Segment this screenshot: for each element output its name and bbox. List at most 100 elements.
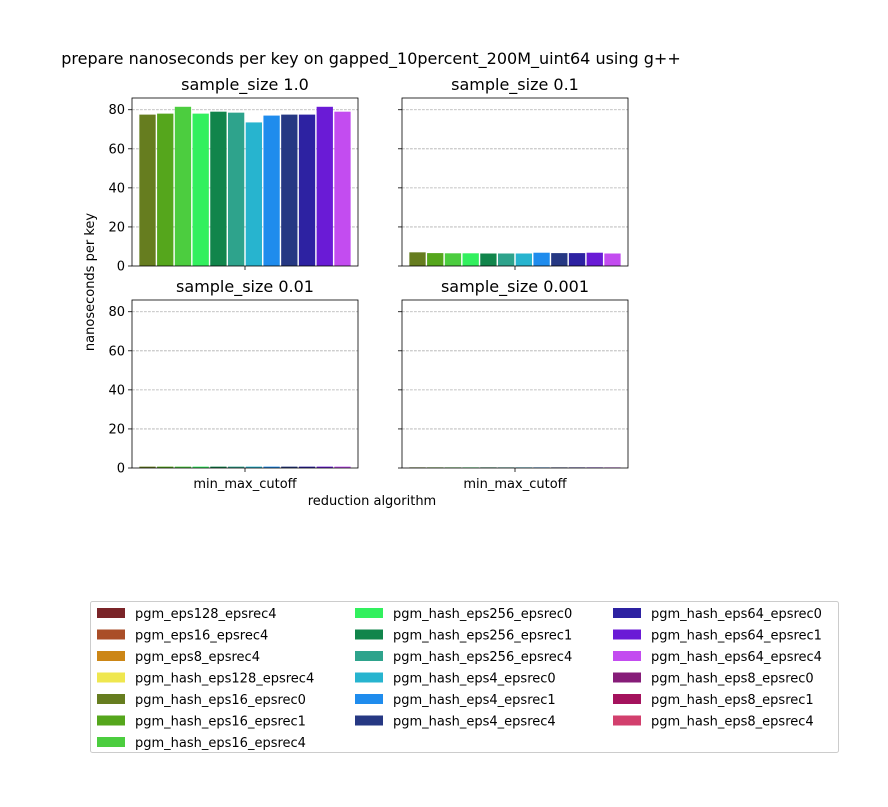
bar	[139, 466, 156, 468]
bar	[298, 466, 316, 468]
legend-item: pgm_hash_eps64_epsrec0	[613, 607, 822, 622]
legend-label: pgm_hash_eps4_epsrec0	[393, 672, 556, 687]
legend-label: pgm_hash_eps256_epsrec0	[393, 607, 572, 622]
bar	[174, 106, 192, 266]
y-tick-label: 60	[108, 344, 125, 359]
legend-item: pgm_hash_eps64_epsrec1	[613, 629, 822, 644]
legend-swatch	[97, 651, 125, 661]
legend-item: pgm_hash_eps4_epsrec4	[355, 715, 556, 730]
bar	[334, 466, 351, 468]
bar	[533, 252, 550, 266]
bar	[568, 253, 586, 266]
legend-swatch	[613, 715, 641, 726]
bar	[157, 466, 174, 468]
figure-title: prepare nanoseconds per key on gapped_10…	[61, 49, 680, 69]
legend-frame	[90, 601, 839, 753]
y-tick-label: 40	[108, 181, 125, 196]
bar	[551, 253, 568, 266]
bar	[586, 252, 603, 266]
bar	[462, 253, 479, 266]
bar	[192, 113, 209, 267]
bar	[316, 466, 333, 468]
legend-swatch	[97, 629, 125, 640]
legend-swatch	[613, 629, 641, 640]
subplot-title: sample_size 0.001	[441, 277, 589, 297]
legend-item: pgm_hash_eps256_epsrec1	[355, 629, 572, 644]
bar	[192, 466, 209, 468]
bar	[227, 466, 245, 468]
legend-item: pgm_hash_eps128_epsrec4	[97, 672, 314, 687]
bar	[281, 114, 298, 267]
legend-swatch	[97, 672, 125, 683]
legend-label: pgm_hash_eps4_epsrec4	[393, 715, 556, 730]
bar	[245, 122, 263, 266]
subplot-4: min_max_cutoff sample_size 0.001	[398, 277, 629, 492]
subplot-title: sample_size 0.1	[451, 75, 579, 95]
legend-label: pgm_hash_eps64_epsrec1	[651, 629, 822, 644]
bar	[497, 253, 515, 266]
legend-label: pgm_hash_eps4_epsrec1	[393, 693, 556, 708]
legend-swatch	[97, 694, 125, 704]
legend-swatch	[355, 715, 383, 726]
bar	[263, 115, 280, 267]
legend-label: pgm_hash_eps64_epsrec0	[651, 607, 822, 622]
legend-label: pgm_hash_eps8_epsrec1	[651, 693, 814, 708]
subplot-1: 0 20 40 60 80 sample_size 1.0	[108, 75, 359, 275]
bar	[281, 466, 298, 468]
legend-label: pgm_eps8_epsrec4	[135, 650, 260, 665]
bar	[316, 106, 333, 266]
legend-swatch	[613, 672, 641, 683]
legend-label: pgm_hash_eps64_epsrec4	[651, 650, 822, 665]
y-tick-label: 60	[108, 142, 125, 157]
bar	[515, 253, 533, 266]
subplot-2: sample_size 0.1	[398, 75, 629, 270]
legend-item: pgm_eps128_epsrec4	[97, 607, 277, 622]
legend-swatch	[613, 694, 641, 704]
bar	[604, 253, 621, 266]
legend-item: pgm_eps8_epsrec4	[97, 650, 260, 665]
legend-swatch	[355, 694, 383, 704]
bar	[210, 111, 227, 267]
legend-label: pgm_hash_eps256_epsrec4	[393, 650, 572, 665]
legend-swatch	[355, 651, 383, 661]
legend-label: pgm_hash_eps256_epsrec1	[393, 629, 572, 644]
bar	[245, 466, 263, 468]
subplot-title: sample_size 1.0	[181, 75, 309, 95]
x-axis-label: reduction algorithm	[308, 494, 436, 509]
plot-frame	[401, 299, 629, 469]
subplot-title: sample_size 0.01	[176, 277, 314, 297]
bar	[298, 114, 316, 267]
y-tick-label: 80	[108, 305, 125, 320]
legend-item: pgm_hash_eps8_epsrec4	[613, 715, 814, 730]
plot-frame	[131, 299, 359, 469]
x-tick-label: min_max_cutoff	[463, 477, 567, 492]
legend-item: pgm_hash_eps64_epsrec4	[613, 650, 822, 665]
y-tick-label: 80	[108, 103, 125, 118]
legend-label: pgm_hash_eps16_epsrec1	[135, 715, 306, 730]
legend-item: pgm_eps16_epsrec4	[97, 629, 268, 644]
legend-item: pgm_hash_eps8_epsrec1	[613, 693, 814, 708]
legend-swatch	[355, 672, 383, 683]
legend-item: pgm_hash_eps16_epsrec0	[97, 693, 306, 708]
legend-item: pgm_hash_eps256_epsrec4	[355, 650, 572, 665]
x-tick-label: min_max_cutoff	[193, 477, 297, 492]
bar	[227, 112, 245, 267]
legend-swatch	[97, 715, 125, 726]
legend-item: pgm_hash_eps256_epsrec0	[355, 607, 572, 622]
legend-item: pgm_hash_eps16_epsrec1	[97, 715, 306, 730]
plot-frame	[401, 97, 629, 267]
legend-label: pgm_hash_eps16_epsrec0	[135, 693, 306, 708]
subplot-3: 0 20 40 60 80 min_max_cutoff sample_size 0.01	[108, 277, 359, 492]
legend-label: pgm_hash_eps8_epsrec0	[651, 672, 814, 687]
bar	[174, 466, 192, 468]
legend-item: pgm_hash_eps4_epsrec1	[355, 693, 556, 708]
legend-item: pgm_hash_eps16_epsrec4	[97, 736, 306, 751]
legend-swatch	[613, 651, 641, 661]
bar	[480, 253, 497, 266]
legend-label: pgm_hash_eps128_epsrec4	[135, 672, 314, 687]
bar	[139, 114, 156, 267]
legend-swatch	[613, 608, 641, 618]
legend-swatch	[97, 737, 125, 747]
legend-item: pgm_hash_eps8_epsrec0	[613, 672, 814, 687]
